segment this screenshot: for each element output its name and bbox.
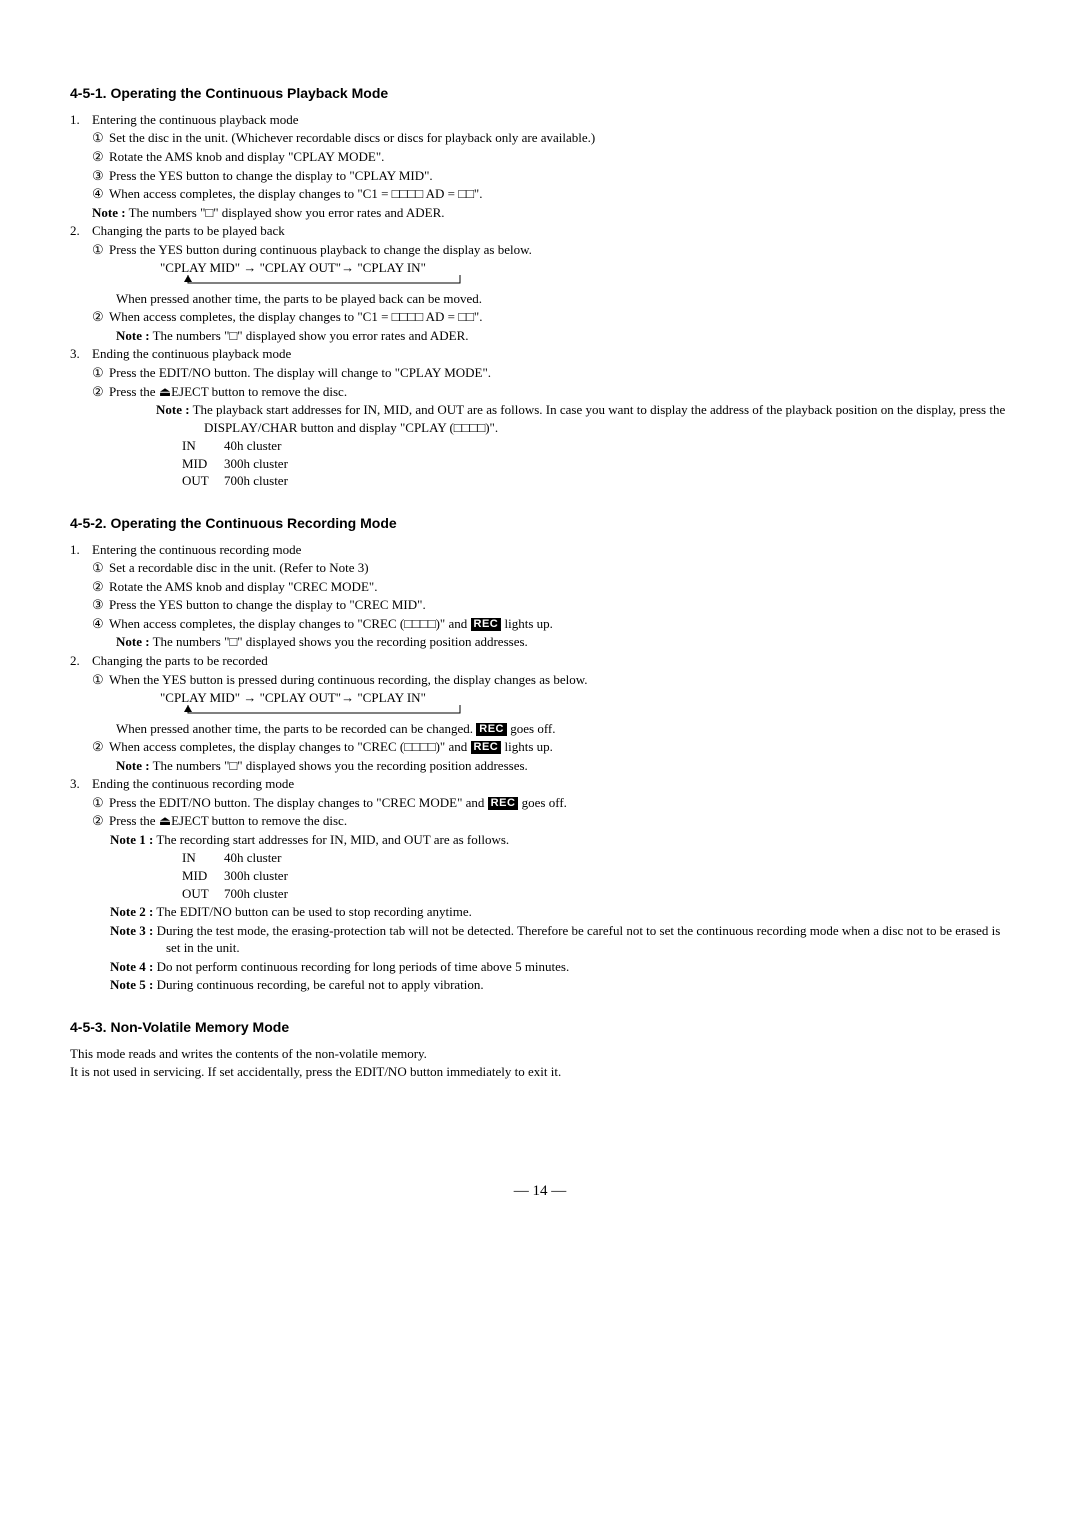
section-heading: 4-5-1. Operating the Continuous Playback… bbox=[70, 84, 1010, 103]
step-title: 3.Ending the continuous playback mode bbox=[70, 345, 1010, 363]
rec-icon: REC bbox=[476, 723, 507, 736]
substep: ③Press the YES button to change the disp… bbox=[92, 596, 1010, 614]
body-text: This mode reads and writes the contents … bbox=[70, 1045, 1010, 1063]
substep: ①Set a recordable disc in the unit. (Ref… bbox=[92, 559, 1010, 577]
note-block: Note 3 : During the test mode, the erasi… bbox=[110, 922, 1010, 957]
note-line: Note : The numbers "□" displayed show yo… bbox=[92, 204, 1010, 222]
substep: ②When access completes, the display chan… bbox=[92, 738, 1010, 756]
step-title: 1.Entering the continuous recording mode bbox=[70, 541, 1010, 559]
cluster-row: IN40h cluster bbox=[182, 849, 1010, 867]
step-title: 2.Changing the parts to be recorded bbox=[70, 652, 1010, 670]
rec-icon: REC bbox=[471, 618, 502, 631]
substep: ④When access completes, the display chan… bbox=[92, 185, 1010, 203]
rec-icon: REC bbox=[488, 797, 519, 810]
cluster-row: MID300h cluster bbox=[182, 455, 1010, 473]
substep: ①Press the YES button during continuous … bbox=[92, 241, 1010, 259]
page-number: — 14 — bbox=[70, 1181, 1010, 1201]
cluster-row: MID300h cluster bbox=[182, 867, 1010, 885]
substep: ②Press the ⏏EJECT button to remove the d… bbox=[92, 383, 1010, 401]
rec-icon: REC bbox=[471, 741, 502, 754]
loop-arrow-icon bbox=[160, 705, 1010, 719]
substep: ②When access completes, the display chan… bbox=[92, 308, 1010, 326]
substep: ④When access completes, the display chan… bbox=[92, 615, 1010, 633]
substep-cont: When pressed another time, the parts to … bbox=[116, 720, 1010, 738]
substep: ①Set the disc in the unit. (Whichever re… bbox=[92, 129, 1010, 147]
note-line: Note : The numbers "□" displayed shows y… bbox=[116, 633, 1010, 651]
step-title: 1.Entering the continuous playback mode bbox=[70, 111, 1010, 129]
substep: ②Rotate the AMS knob and display "CPLAY … bbox=[92, 148, 1010, 166]
step-title: 2.Changing the parts to be played back bbox=[70, 222, 1010, 240]
section-heading: 4-5-3. Non-Volatile Memory Mode bbox=[70, 1018, 1010, 1037]
cluster-row: IN40h cluster bbox=[182, 437, 1010, 455]
substep: ②Rotate the AMS knob and display "CREC M… bbox=[92, 578, 1010, 596]
note-line: Note : The numbers "□" displayed shows y… bbox=[116, 757, 1010, 775]
substep: ①When the YES button is pressed during c… bbox=[92, 671, 1010, 689]
substep: ①Press the EDIT/NO button. The display w… bbox=[92, 364, 1010, 382]
body-text: It is not used in servicing. If set acci… bbox=[70, 1063, 1010, 1081]
substep-cont: When pressed another time, the parts to … bbox=[116, 290, 1010, 308]
substep: ①Press the EDIT/NO button. The display c… bbox=[92, 794, 1010, 812]
note-block: Note 1 : The recording start addresses f… bbox=[110, 831, 1010, 849]
step-title: 3.Ending the continuous recording mode bbox=[70, 775, 1010, 793]
loop-arrow-icon bbox=[160, 275, 1010, 289]
substep: ③Press the YES button to change the disp… bbox=[92, 167, 1010, 185]
section-heading: 4-5-2. Operating the Continuous Recordin… bbox=[70, 514, 1010, 533]
note-block: Note 2 : The EDIT/NO button can be used … bbox=[110, 903, 1010, 921]
cluster-row: OUT700h cluster bbox=[182, 472, 1010, 490]
note-block: Note 5 : During continuous recording, be… bbox=[110, 976, 1010, 994]
note-block: Note 4 : Do not perform continuous recor… bbox=[110, 958, 1010, 976]
note-block: Note : The playback start addresses for … bbox=[110, 401, 1010, 436]
substep: ②Press the ⏏EJECT button to remove the d… bbox=[92, 812, 1010, 830]
cluster-row: OUT700h cluster bbox=[182, 885, 1010, 903]
note-line: Note : The numbers "□" displayed show yo… bbox=[116, 327, 1010, 345]
